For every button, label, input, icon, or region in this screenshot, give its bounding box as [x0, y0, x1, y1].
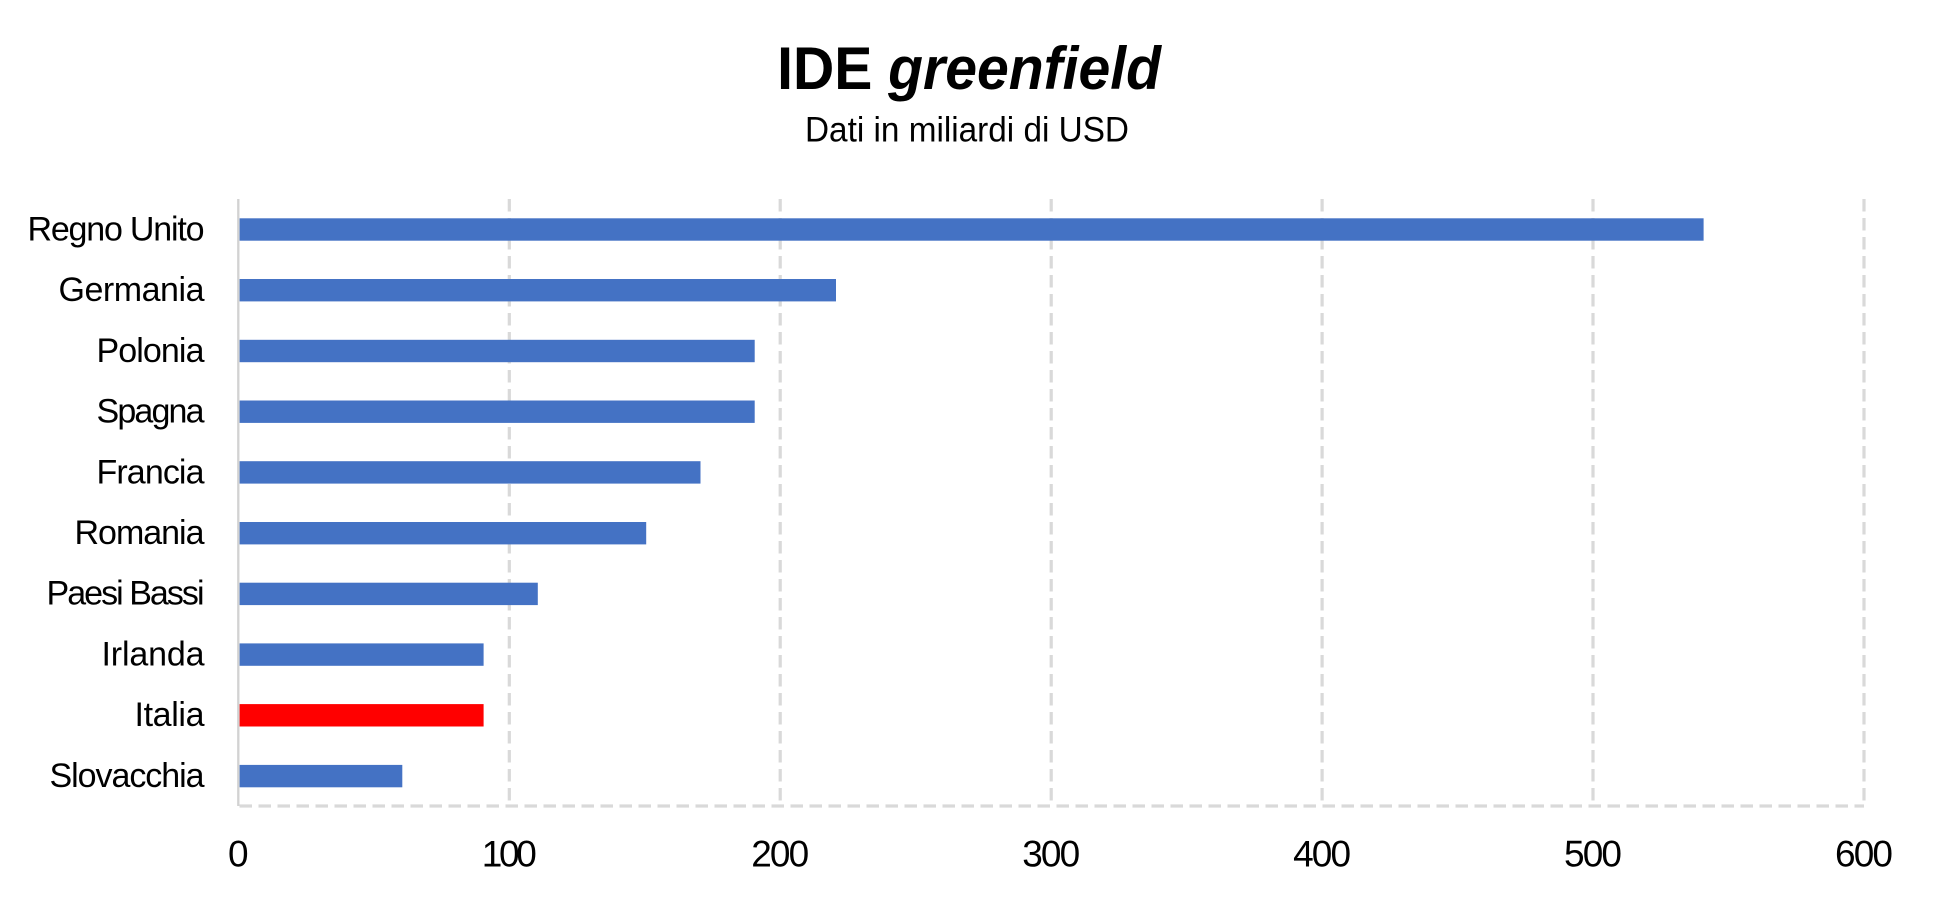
svg-text:Polonia: Polonia: [97, 332, 205, 370]
svg-text:400: 400: [1293, 834, 1351, 875]
svg-text:Germania: Germania: [59, 271, 205, 309]
svg-text:Romania: Romania: [75, 514, 205, 552]
svg-text:Francia: Francia: [97, 453, 205, 491]
svg-text:0: 0: [228, 834, 249, 875]
svg-text:Dati in miliardi di USD: Dati in miliardi di USD: [805, 111, 1129, 150]
svg-text:IDE greenfield: IDE greenfield: [777, 36, 1162, 103]
svg-text:100: 100: [482, 834, 537, 875]
svg-text:500: 500: [1564, 834, 1622, 875]
svg-text:Slovacchia: Slovacchia: [50, 757, 205, 795]
svg-text:Regno Unito: Regno Unito: [28, 211, 205, 249]
svg-text:300: 300: [1022, 834, 1080, 875]
svg-text:Paesi Bassi: Paesi Bassi: [47, 575, 205, 613]
svg-text:Spagna: Spagna: [97, 393, 205, 431]
svg-text:Italia: Italia: [135, 696, 205, 734]
svg-text:200: 200: [751, 834, 809, 875]
svg-text:Irlanda: Irlanda: [102, 635, 205, 673]
svg-text:600: 600: [1835, 834, 1893, 875]
